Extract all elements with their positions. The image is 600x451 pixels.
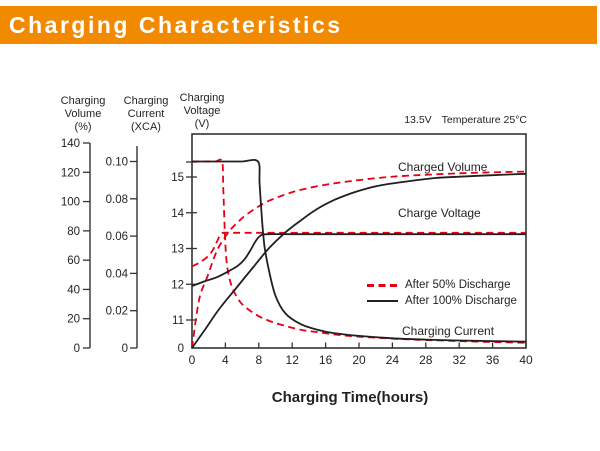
legend: After 50% Discharge After 100% Discharge xyxy=(367,277,517,309)
tick-label-volume-100: 100 xyxy=(61,197,80,209)
x-axis-title: Charging Time(hours) xyxy=(271,389,429,406)
tick-label-x-0: 0 xyxy=(189,353,196,367)
tick-label-volume-140: 140 xyxy=(61,138,80,150)
current-axis-title-line2: Current xyxy=(127,107,165,120)
volume-axis-title-line1: Charging xyxy=(60,95,106,107)
series-voltage-50 xyxy=(191,231,526,268)
series-current-100 xyxy=(192,158,527,343)
volume-axis-title-line2: Volume xyxy=(64,107,102,120)
tick-label-voltage-13: 13 xyxy=(171,244,184,256)
tick-label-x-36: 36 xyxy=(486,353,500,367)
tick-label-current-0: 0 xyxy=(122,343,128,355)
tick-label-voltage-12: 12 xyxy=(171,279,184,291)
tick-label-x-4: 4 xyxy=(222,353,229,367)
tick-label-volume-60: 60 xyxy=(67,255,80,267)
tick-label-x-20: 20 xyxy=(352,353,366,367)
tick-label-x-32: 32 xyxy=(453,353,467,367)
series-current-50 xyxy=(192,158,527,344)
voltage-axis-title-line2: Voltage xyxy=(183,104,221,117)
title-banner: Charging Characteristics xyxy=(0,6,597,44)
current-axis-header: Charging Current (XCA) xyxy=(113,95,179,134)
voltage-axis-title-line1: Charging xyxy=(179,92,225,104)
tick-label-x-28: 28 xyxy=(419,353,433,367)
legend-label-100: After 100% Discharge xyxy=(405,295,517,307)
current-axis-unit: (XCA) xyxy=(131,121,161,133)
solid-line-swatch xyxy=(367,300,398,302)
tick-label-current-0.08: 0.08 xyxy=(106,194,128,206)
tick-label-x-40: 40 xyxy=(519,353,533,367)
series-volume-50 xyxy=(191,170,527,349)
tick-label-x-8: 8 xyxy=(255,353,262,367)
test-condition-note: 13.5V Temperature 25°C xyxy=(330,114,527,126)
series-voltage-100 xyxy=(191,233,526,287)
charge-voltage-label: Charge Voltage xyxy=(398,206,481,220)
tick-label-volume-0: 0 xyxy=(74,343,80,355)
legend-item-50-discharge: After 50% Discharge xyxy=(367,277,517,293)
tick-label-voltage-0: 0 xyxy=(178,343,184,355)
tick-label-voltage-15: 15 xyxy=(171,172,184,184)
tick-label-current-0.1: 0.10 xyxy=(106,157,128,169)
tick-label-current-0.06: 0.06 xyxy=(106,231,128,243)
temperature-note: Temperature 25°C xyxy=(441,114,527,126)
charging-current-label: Charging Current xyxy=(402,324,495,338)
current-axis-title-line1: Charging xyxy=(123,95,169,107)
volume-axis-unit: (%) xyxy=(74,121,92,133)
page-title: Charging Characteristics xyxy=(9,11,343,38)
tick-label-x-24: 24 xyxy=(386,353,400,367)
tick-label-voltage-11: 11 xyxy=(172,315,184,327)
volume-axis-header: Charging Volume (%) xyxy=(50,95,116,134)
tick-label-voltage-14: 14 xyxy=(171,208,184,220)
tick-label-volume-20: 20 xyxy=(67,314,80,326)
tick-label-volume-40: 40 xyxy=(67,284,80,296)
charge-voltage-note: 13.5V xyxy=(404,114,432,126)
tick-label-x-12: 12 xyxy=(286,353,300,367)
voltage-axis-header: Charging Voltage (V) xyxy=(169,92,235,131)
dashed-line-swatch xyxy=(367,283,398,287)
tick-label-current-0.02: 0.02 xyxy=(106,306,128,318)
tick-label-volume-120: 120 xyxy=(61,167,80,179)
legend-item-100-discharge: After 100% Discharge xyxy=(367,293,517,309)
legend-label-50: After 50% Discharge xyxy=(405,279,511,291)
tick-label-x-16: 16 xyxy=(319,353,333,367)
series-volume-100 xyxy=(191,172,527,349)
voltage-axis-unit: (V) xyxy=(194,118,210,130)
charged-volume-label: Charged Volume xyxy=(398,160,488,174)
tick-label-volume-80: 80 xyxy=(67,226,80,238)
tick-label-current-0.04: 0.04 xyxy=(106,268,129,280)
